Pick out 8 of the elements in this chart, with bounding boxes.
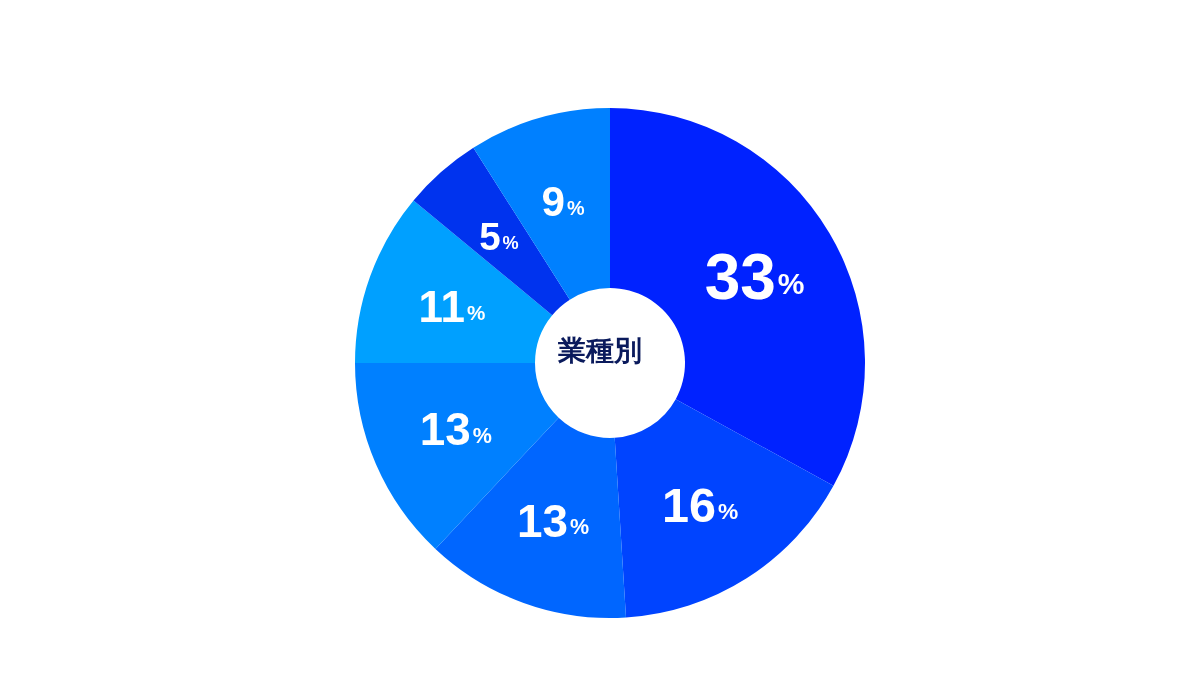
data-label: 16% (661, 477, 739, 532)
data-label: 33% (704, 241, 805, 314)
data-label: 13% (419, 404, 492, 456)
data-label: 13% (517, 495, 590, 547)
data-label: 5% (479, 215, 519, 259)
data-label: 9% (541, 178, 586, 226)
data-label: 11% (418, 281, 486, 331)
text: 業種別 (557, 333, 642, 367)
